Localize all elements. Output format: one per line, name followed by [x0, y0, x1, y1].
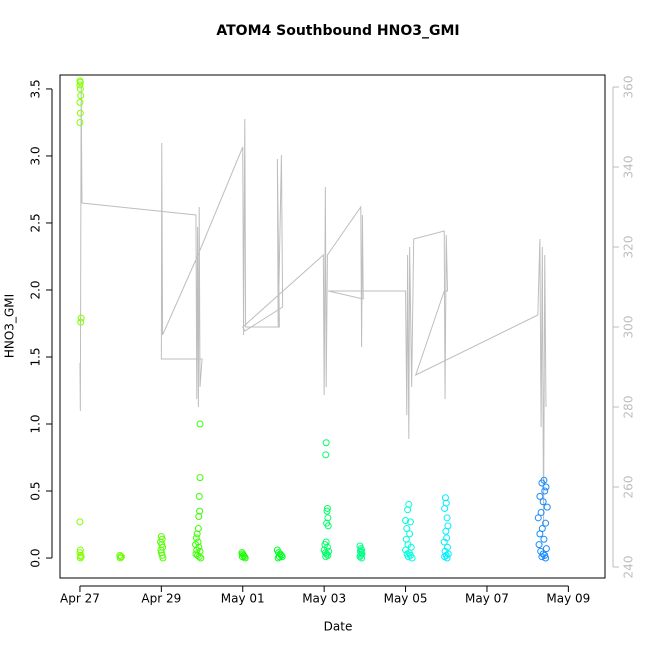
point	[536, 530, 544, 538]
x-tick-label: Apr 27	[60, 592, 100, 606]
point	[542, 554, 550, 562]
point	[534, 514, 542, 522]
point	[196, 474, 204, 482]
point	[274, 554, 282, 562]
point	[540, 535, 548, 543]
point	[402, 517, 410, 525]
point	[76, 546, 84, 554]
y2-tick-label: 240	[622, 556, 636, 579]
point	[193, 546, 201, 554]
point	[538, 479, 546, 487]
point	[542, 545, 550, 553]
point	[159, 554, 167, 562]
point	[543, 503, 551, 511]
point	[240, 553, 248, 561]
plot-frame	[59, 74, 606, 579]
y-tick-label: 0.5	[29, 481, 43, 500]
point	[539, 498, 547, 506]
y-tick-label: 3.0	[29, 146, 43, 165]
x-tick-label: May 05	[384, 592, 428, 606]
point	[404, 506, 412, 514]
point	[77, 318, 85, 326]
point	[192, 534, 200, 542]
point	[323, 507, 331, 515]
y2-tick-label: 360	[622, 76, 636, 99]
x-tick-label: May 09	[546, 592, 590, 606]
y-tick-label: 3.5	[29, 79, 43, 98]
point	[358, 554, 366, 562]
y-tick-label: 1.0	[29, 414, 43, 433]
x-tick-label: May 03	[302, 592, 346, 606]
y-tick-label: 2.5	[29, 213, 43, 232]
point	[195, 512, 203, 520]
point	[537, 508, 545, 516]
point	[77, 314, 85, 322]
point	[440, 538, 448, 546]
point	[117, 553, 125, 561]
point	[403, 525, 411, 533]
point	[116, 551, 124, 559]
point	[542, 519, 550, 527]
point	[322, 439, 330, 447]
point	[193, 530, 201, 538]
point	[196, 420, 204, 428]
point	[442, 527, 450, 535]
point	[76, 98, 84, 106]
point	[404, 553, 412, 561]
point	[441, 494, 449, 502]
point	[76, 78, 84, 86]
point	[535, 541, 543, 549]
point	[77, 553, 85, 561]
point	[275, 553, 283, 561]
point	[358, 546, 366, 554]
point	[195, 492, 203, 500]
point	[76, 85, 84, 93]
point	[323, 504, 331, 512]
point	[541, 487, 549, 495]
point	[542, 483, 550, 491]
point	[197, 554, 205, 562]
point	[443, 554, 451, 562]
x-tick-label: May 01	[221, 592, 265, 606]
point	[76, 518, 84, 526]
point	[324, 522, 332, 530]
point	[196, 507, 204, 515]
point	[322, 451, 330, 459]
y2-tick-label: 300	[622, 316, 636, 339]
x-axis-label: Date	[324, 620, 353, 634]
point	[322, 553, 330, 561]
point	[241, 554, 249, 562]
y2-tick-label: 280	[622, 396, 636, 419]
point	[76, 81, 84, 89]
point	[116, 554, 124, 562]
point	[76, 554, 84, 562]
y-tick-label: 1.5	[29, 347, 43, 366]
point	[278, 553, 286, 561]
y2-tick-label: 340	[622, 156, 636, 179]
point	[356, 553, 364, 561]
y-tick-label: 2.0	[29, 280, 43, 299]
point	[76, 109, 84, 117]
x-tick-label: Apr 29	[141, 592, 181, 606]
y-tick-label: 0.0	[29, 548, 43, 567]
point	[443, 514, 451, 522]
point	[77, 92, 85, 100]
point	[408, 554, 416, 562]
point	[441, 504, 449, 512]
point	[538, 553, 546, 561]
y-axis-label: HNO3_GMI	[3, 294, 17, 358]
point	[357, 549, 365, 557]
point	[195, 553, 203, 561]
y2-tick-label: 260	[622, 476, 636, 499]
point	[536, 492, 544, 500]
y2-tick-label: 320	[622, 236, 636, 259]
chart-title: ATOM4 Southbound HNO3_GMI	[216, 23, 459, 39]
point	[406, 530, 414, 538]
point	[76, 118, 84, 126]
x-tick-label: May 07	[465, 592, 509, 606]
point	[324, 551, 332, 559]
point	[406, 518, 414, 526]
line-series	[79, 86, 547, 528]
